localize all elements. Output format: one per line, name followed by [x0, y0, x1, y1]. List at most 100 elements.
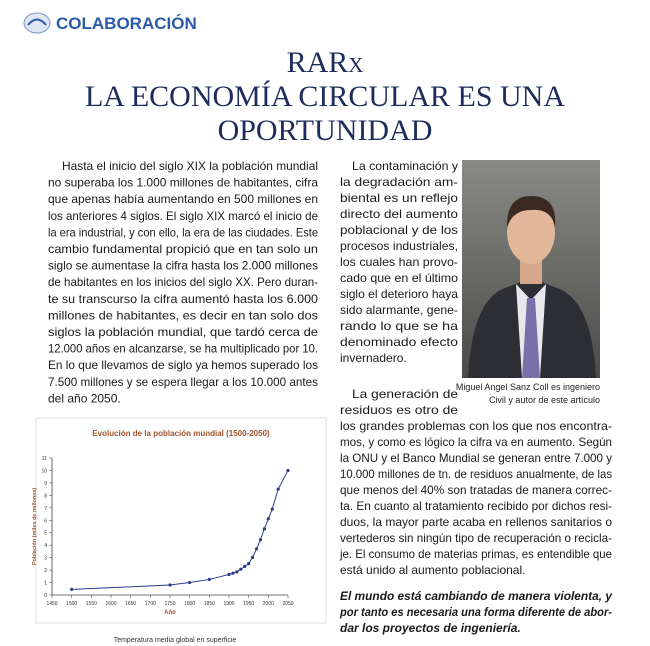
data-point	[270, 507, 274, 511]
text-line: 7.500 millones y se espera llegar a los …	[48, 375, 318, 389]
y-tick-label: 5	[44, 531, 47, 537]
text-line: Hasta el inicio del siglo XIX la poblaci…	[62, 159, 318, 173]
text-line: está unido al aumento poblacional.	[340, 563, 525, 577]
text-line: siglos la población mundial, que tardó c…	[48, 325, 318, 339]
y-tick-label: 11	[42, 456, 47, 462]
y-tick-label: 4	[44, 543, 47, 549]
text-line: residuos es otro de	[340, 403, 458, 417]
text-line: La contaminación y	[352, 159, 458, 173]
text-line: directo del aumento	[340, 207, 458, 221]
x-tick-label: 2050	[282, 601, 293, 607]
text-line: La generación de	[352, 387, 458, 401]
text-line: invernadero.	[340, 351, 407, 365]
y-tick-label: 3	[44, 556, 47, 562]
data-point	[251, 555, 255, 559]
text-line: por tanto es necesaria una forma diferen…	[339, 605, 612, 619]
y-tick-label: 2	[44, 568, 47, 574]
data-point	[266, 517, 270, 521]
text-line: duos, la mayor parte acaba en rellenos s…	[340, 515, 612, 529]
y-tick-label: 6	[44, 518, 47, 524]
text-line: que apenas había aumentando en 500 millo…	[48, 192, 318, 206]
y-tick-label: 7	[44, 506, 47, 512]
x-tick-label: 1900	[223, 601, 234, 607]
x-tick-label: 1450	[46, 601, 57, 607]
text-line: siglo se aumentase la cifra hasta los 2.…	[48, 259, 318, 273]
text-line: poblacional y de los	[340, 223, 458, 237]
x-tick-label: 1600	[105, 601, 116, 607]
chart-title: Evolución de la población mundial (1500-…	[92, 429, 270, 438]
text-line: de habitantes en los inicios del siglo X…	[48, 275, 318, 289]
population-line	[71, 470, 289, 590]
data-point	[70, 587, 74, 591]
y-tick-label: 1	[44, 581, 47, 587]
text-line: je. El consumo de materias primas, es en…	[339, 547, 612, 561]
data-point	[231, 571, 235, 575]
data-point	[254, 547, 259, 551]
text-line: la ONU y el Banco Mundial se generan ent…	[340, 451, 612, 465]
text-line: sido alarmante, gene-	[340, 303, 458, 317]
text-line: del año 2050.	[48, 391, 121, 405]
photo-caption: Civil y autor de este artículo	[489, 395, 600, 405]
section-label: COLABORACIÓN	[56, 14, 197, 33]
next-figure-title: Temperatura media global en superficie	[114, 637, 237, 644]
x-tick-label: 1500	[66, 601, 77, 607]
data-point	[258, 538, 263, 542]
x-axis-label: Año	[164, 610, 176, 616]
title-line: OPORTUNIDAD	[218, 114, 433, 147]
data-point	[207, 577, 211, 582]
x-tick-label: 1550	[86, 601, 97, 607]
data-point	[276, 487, 280, 491]
x-tick-label: 1800	[184, 601, 195, 607]
text-line: ta. En cuanto al tratamiento recibido po…	[340, 499, 612, 513]
author-photo	[462, 160, 600, 378]
data-point	[247, 562, 251, 566]
y-tick-label: 8	[44, 493, 47, 499]
text-line: En lo que llevamos de siglo ya hemos sup…	[48, 358, 318, 372]
text-line: 12.000 años en alcanzarse, se ha multipl…	[48, 342, 318, 356]
data-point	[286, 468, 290, 473]
x-tick-label: 1850	[204, 601, 215, 607]
text-line: mos, y como es lógico la cifra va en aum…	[340, 435, 612, 449]
text-line: vertederos sin ningún tipo de recuperaci…	[340, 531, 612, 545]
text-line: rando lo que se ha	[340, 319, 458, 333]
text-line: procesos industriales,	[340, 239, 458, 253]
y-tick-label: 10	[41, 468, 47, 474]
text-line: cambio fundamental propició que en tan s…	[48, 242, 318, 256]
text-line: denominado efecto	[340, 335, 458, 349]
text-line: la degradación am-	[340, 175, 458, 189]
text-line: siglo el deterioro haya	[340, 287, 458, 301]
text-line: los grandes problemas con los que nos en…	[340, 419, 612, 433]
data-point	[262, 527, 266, 531]
data-point	[235, 570, 239, 574]
text-line: cado que en el último	[340, 271, 458, 285]
data-point	[227, 572, 231, 577]
text-line: te su transcurso la cifra aumentó hasta …	[48, 292, 318, 306]
text-line: 10.000 millones de tn. de residuos anual…	[340, 467, 612, 481]
data-point	[168, 583, 172, 587]
x-tick-label: 1650	[125, 601, 136, 607]
text-line: la era industrial, y con ello, la era de…	[48, 225, 318, 239]
data-point	[188, 580, 192, 585]
data-point	[243, 564, 247, 568]
x-tick-label: 1750	[164, 601, 175, 607]
population-chart: Evolución de la población mundial (1500-…	[32, 417, 327, 624]
text-line: los anteriores 4 siglos. El siglo XIX ma…	[48, 209, 318, 223]
x-tick-label: 2000	[263, 601, 274, 607]
text-line: no superaba los 1.000 millones de habita…	[48, 176, 318, 190]
text-line: millones de habitantes, es decir en tan …	[48, 308, 318, 322]
title-line: LA ECONOMÍA CIRCULAR ES UNA	[85, 80, 565, 113]
data-point	[239, 567, 243, 571]
x-tick-label: 1950	[243, 601, 254, 607]
text-line: biental es un reflejo	[340, 191, 458, 205]
text-line: que menos del 40% son tratadas de manera…	[340, 483, 612, 497]
logo	[23, 12, 51, 34]
text-line: los cuales han provo-	[340, 255, 458, 269]
photo-caption: Miguel Angel Sanz Coll es ingeniero	[456, 382, 600, 392]
chart-frame	[35, 417, 327, 624]
text-line: El mundo está cambiando de manera violen…	[340, 589, 613, 603]
x-tick-label: 1700	[145, 601, 156, 607]
y-tick-label: 0	[44, 593, 47, 599]
text-line: dar los proyectos de ingeniería.	[340, 621, 521, 635]
y-tick-label: 9	[44, 481, 47, 487]
